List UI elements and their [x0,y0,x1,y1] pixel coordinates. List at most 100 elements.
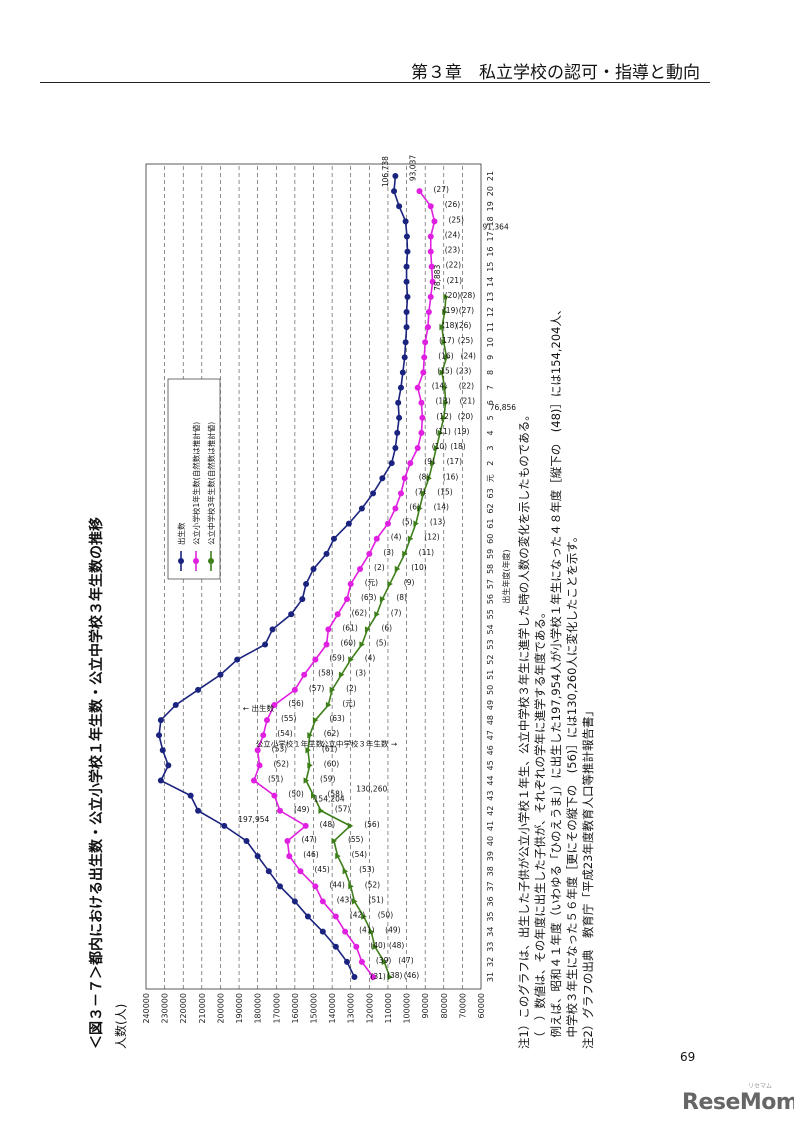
y-tick-label: 190000 [235,993,244,1024]
x-tick-label: 43 [486,791,495,801]
births-point [391,188,398,195]
junior-high-tag: (58) [328,790,343,799]
elementary-tag: (62) [352,608,367,617]
births-point [217,671,224,678]
x-tick-label: 60 [486,534,495,544]
junior-high-point [437,429,444,437]
junior-high-tag: (4) [365,654,376,663]
y-tick-label: 180000 [254,993,263,1024]
y-tick-label: 120000 [365,993,374,1024]
elementary-point [297,868,304,875]
x-tick-label: 45 [486,760,495,770]
junior-high-tag: (61) [322,744,337,753]
junior-high-point [439,323,445,331]
elementary-point [312,656,319,663]
elementary-point [323,641,330,648]
elementary-point [284,837,291,844]
legend-entry: 出生数 [176,522,186,545]
births-point [159,747,166,754]
junior-high-tag: (62) [324,729,339,738]
note-line-2: （ ）数値は、その年度に出生した子供が、それぞれの学年に進学する年度である。 [533,606,547,1049]
legend-entry: 公立小学校1年生数(自然数は推計値) [191,422,201,545]
elementary-point [416,188,423,195]
elementary-tag: (38) [387,971,402,980]
elementary-point [344,596,350,603]
elementary-point [427,233,434,240]
junior-high-tag: (7) [391,608,402,617]
elementary-tag: (12) [436,412,451,421]
elementary-point [397,490,404,497]
elementary-point [420,369,427,376]
junior-high-tag: (15) [437,487,452,496]
junior-high-point [407,535,414,542]
junior-high-tag: (3) [355,669,366,678]
elementary-tag: (48) [320,820,335,829]
births-point [403,324,410,331]
junior-high-point [374,611,380,618]
births-point [358,505,365,512]
junior-high-tag: (5) [376,639,387,648]
x-tick-label: 59 [486,549,495,559]
x-tick-label: 53 [486,639,495,649]
births-point [187,792,194,799]
elementary-tag: (8) [419,472,430,481]
rotated-figure: ＜図３－７＞都内における出生数・公立小学校１年生数・公立中学校３年生数の推移 人… [86,149,626,1049]
legend-box [167,378,221,580]
elementary-tag: (6) [409,502,420,511]
elementary-point [260,732,267,739]
elementary-tag: (15) [437,366,452,375]
elementary-point [358,958,365,965]
legend-swatch-marker [193,558,199,564]
elementary-point [392,505,399,512]
x-tick-label: 46 [486,745,495,755]
births-point [404,293,411,300]
elementary-tag: (24) [445,230,460,239]
junior-high-tag: (12) [424,533,439,542]
x-tick-label: 51 [486,670,495,680]
junior-high-point [394,565,401,573]
births-point [402,218,409,225]
elementary-tag: (46) [303,850,318,859]
junior-high-point [441,414,447,422]
elementary-point [319,898,326,905]
y-tick-label: 80000 [440,993,449,1018]
y-tick-label: 130000 [347,993,356,1024]
births-point [172,701,179,708]
junior-high-tag: (59) [320,775,335,784]
elementary-point [271,701,278,708]
x-tick-label: 32 [486,957,495,967]
x-tick-label: 11 [486,322,495,332]
junior-high-tag: (20) [458,412,473,421]
elementary-point [256,762,263,769]
elementary-tag: (47) [301,835,316,844]
junior-high-point [441,339,447,346]
births-start-tag: (31) [370,972,385,981]
births-end-label: 106,738 [381,156,390,187]
x-tick-label: 31 [486,972,495,982]
births-point [402,339,409,346]
elementary-tag: (53) [272,744,287,753]
junior-high-point [348,883,354,890]
elementary-point [312,883,319,890]
junior-high-point [387,973,393,981]
legend-swatch-marker [178,558,184,564]
elementary-tag: (59) [329,654,344,663]
junior-high-tag: (23) [456,366,471,375]
elementary-point [334,611,341,618]
elementary-tag: (56) [288,699,303,708]
x-tick-label: 19 [486,201,495,211]
elementary-tag: (27) [434,185,449,194]
x-tick-label: 12 [486,307,495,317]
elementary-tag: (42) [350,911,365,920]
x-tick-label: 61 [486,519,495,529]
elementary-tag: (23) [445,246,460,255]
elementary-point [407,460,414,467]
x-tick-label: 2 [486,461,495,466]
junior-high-point [335,852,341,860]
elementary-tag: (7) [415,487,426,496]
elementary-point [342,928,349,935]
elementary-tag: (41) [359,926,374,935]
elementary-point [357,565,364,572]
line-chart: 60000 70000 80000 90000 100000 110000 120000 13… [142,155,516,1024]
junior-high-tag: (54) [352,850,367,859]
